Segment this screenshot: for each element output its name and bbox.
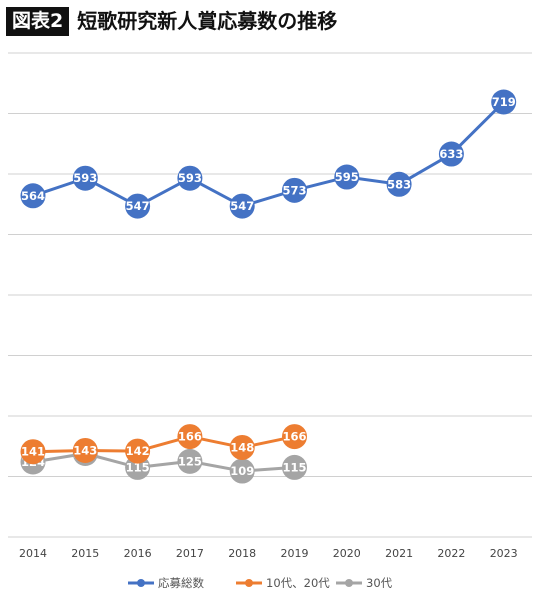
legend: 応募総数 10代、20代 30代 <box>128 576 393 590</box>
series-line-1 <box>32 435 295 454</box>
legend-label-2: 30代 <box>366 576 393 590</box>
data-point-0-5 <box>282 177 307 203</box>
data-label-0-7: 583 <box>387 177 411 191</box>
data-point-1-3 <box>177 424 203 450</box>
series-0: 564 593 547 593 547 573 595 583 633 719 <box>20 89 517 219</box>
x-tick-label-2018: 2018 <box>228 547 256 560</box>
x-tick-label-2016: 2016 <box>124 547 152 560</box>
data-point-1-1 <box>72 437 98 463</box>
series-line-0 <box>32 100 505 208</box>
x-tick-label-2014: 2014 <box>19 547 47 560</box>
series-line-2 <box>32 452 295 473</box>
x-tick-label-2022: 2022 <box>437 547 465 560</box>
data-point-0-1 <box>72 165 98 191</box>
series-2: 124138115125109115 <box>20 441 307 484</box>
legend-marker-1 <box>245 579 253 587</box>
data-point-0-8 <box>438 141 464 167</box>
data-point-0-6 <box>334 164 360 190</box>
data-label-1-2: 142 <box>126 444 150 458</box>
x-tick-label-2021: 2021 <box>385 547 413 560</box>
series-1: 141 143 142 166 148 166 <box>20 424 307 465</box>
x-tick-label-2015: 2015 <box>71 547 99 560</box>
data-point-1-0 <box>20 439 46 465</box>
x-axis-ticks: 2014 2015 2016 2017 2018 2019 2020 2021 2022 2023 <box>19 547 518 560</box>
data-point-2-5 <box>282 454 307 480</box>
data-label-1-4: 148 <box>230 440 254 454</box>
data-label-0-6: 595 <box>335 170 359 184</box>
data-label-2-3: 125 <box>178 454 202 468</box>
data-point-0-3 <box>177 165 203 191</box>
series-layer: 1241381151251091151411431421661481665645… <box>20 89 517 484</box>
data-label-2-2: 115 <box>126 460 150 474</box>
legend-item-0: 応募総数 <box>128 576 204 590</box>
data-label-0-4: 547 <box>230 199 254 213</box>
data-point-0-7 <box>386 171 412 197</box>
data-label-1-5: 166 <box>282 430 306 444</box>
data-point-2-4 <box>229 458 255 484</box>
data-point-0-4 <box>229 193 255 219</box>
x-tick-label-2019: 2019 <box>281 547 309 560</box>
data-label-0-9: 719 <box>492 95 516 109</box>
x-tick-label-2020: 2020 <box>333 547 361 560</box>
data-label-0-2: 547 <box>126 199 150 213</box>
data-label-1-3: 166 <box>178 430 202 444</box>
figure-tag: 図表2 <box>6 6 70 36</box>
data-point-0-0 <box>20 183 46 209</box>
legend-item-1: 10代、20代 <box>236 576 330 590</box>
data-label-1-0: 141 <box>21 445 45 459</box>
legend-item-2: 30代 <box>336 576 393 590</box>
chart-header: 図表2 短歌研究新人賞応募数の推移 <box>6 6 337 36</box>
data-label-0-8: 633 <box>439 147 463 161</box>
data-label-0-1: 593 <box>73 171 97 185</box>
data-label-0-3: 593 <box>178 171 202 185</box>
data-point-0-2 <box>125 193 151 219</box>
legend-marker-0 <box>137 579 145 587</box>
data-label-0-5: 573 <box>282 183 306 197</box>
data-label-2-5: 115 <box>282 460 306 474</box>
data-point-1-2 <box>125 438 151 464</box>
data-label-1-1: 143 <box>73 443 97 457</box>
data-label-0-0: 564 <box>21 189 45 203</box>
data-point-1-5 <box>282 424 307 450</box>
x-tick-label-2017: 2017 <box>176 547 204 560</box>
data-point-0-9 <box>491 89 517 115</box>
x-tick-label-2023: 2023 <box>490 547 518 560</box>
chart-title: 短歌研究新人賞応募数の推移 <box>77 9 338 33</box>
data-point-2-3 <box>177 448 203 474</box>
legend-marker-2 <box>345 579 353 587</box>
data-label-2-4: 109 <box>230 464 254 478</box>
legend-label-1: 10代、20代 <box>266 576 330 590</box>
legend-label-0: 応募総数 <box>158 576 204 590</box>
data-point-1-4 <box>229 434 255 460</box>
